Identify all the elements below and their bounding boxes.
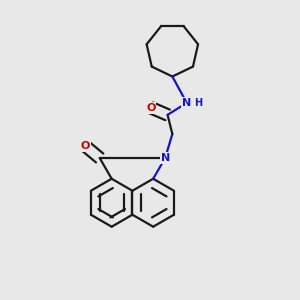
- Text: O: O: [146, 103, 155, 113]
- Text: H: H: [194, 98, 202, 108]
- Text: O: O: [81, 141, 90, 151]
- Text: N: N: [160, 153, 170, 163]
- Text: N: N: [182, 98, 191, 108]
